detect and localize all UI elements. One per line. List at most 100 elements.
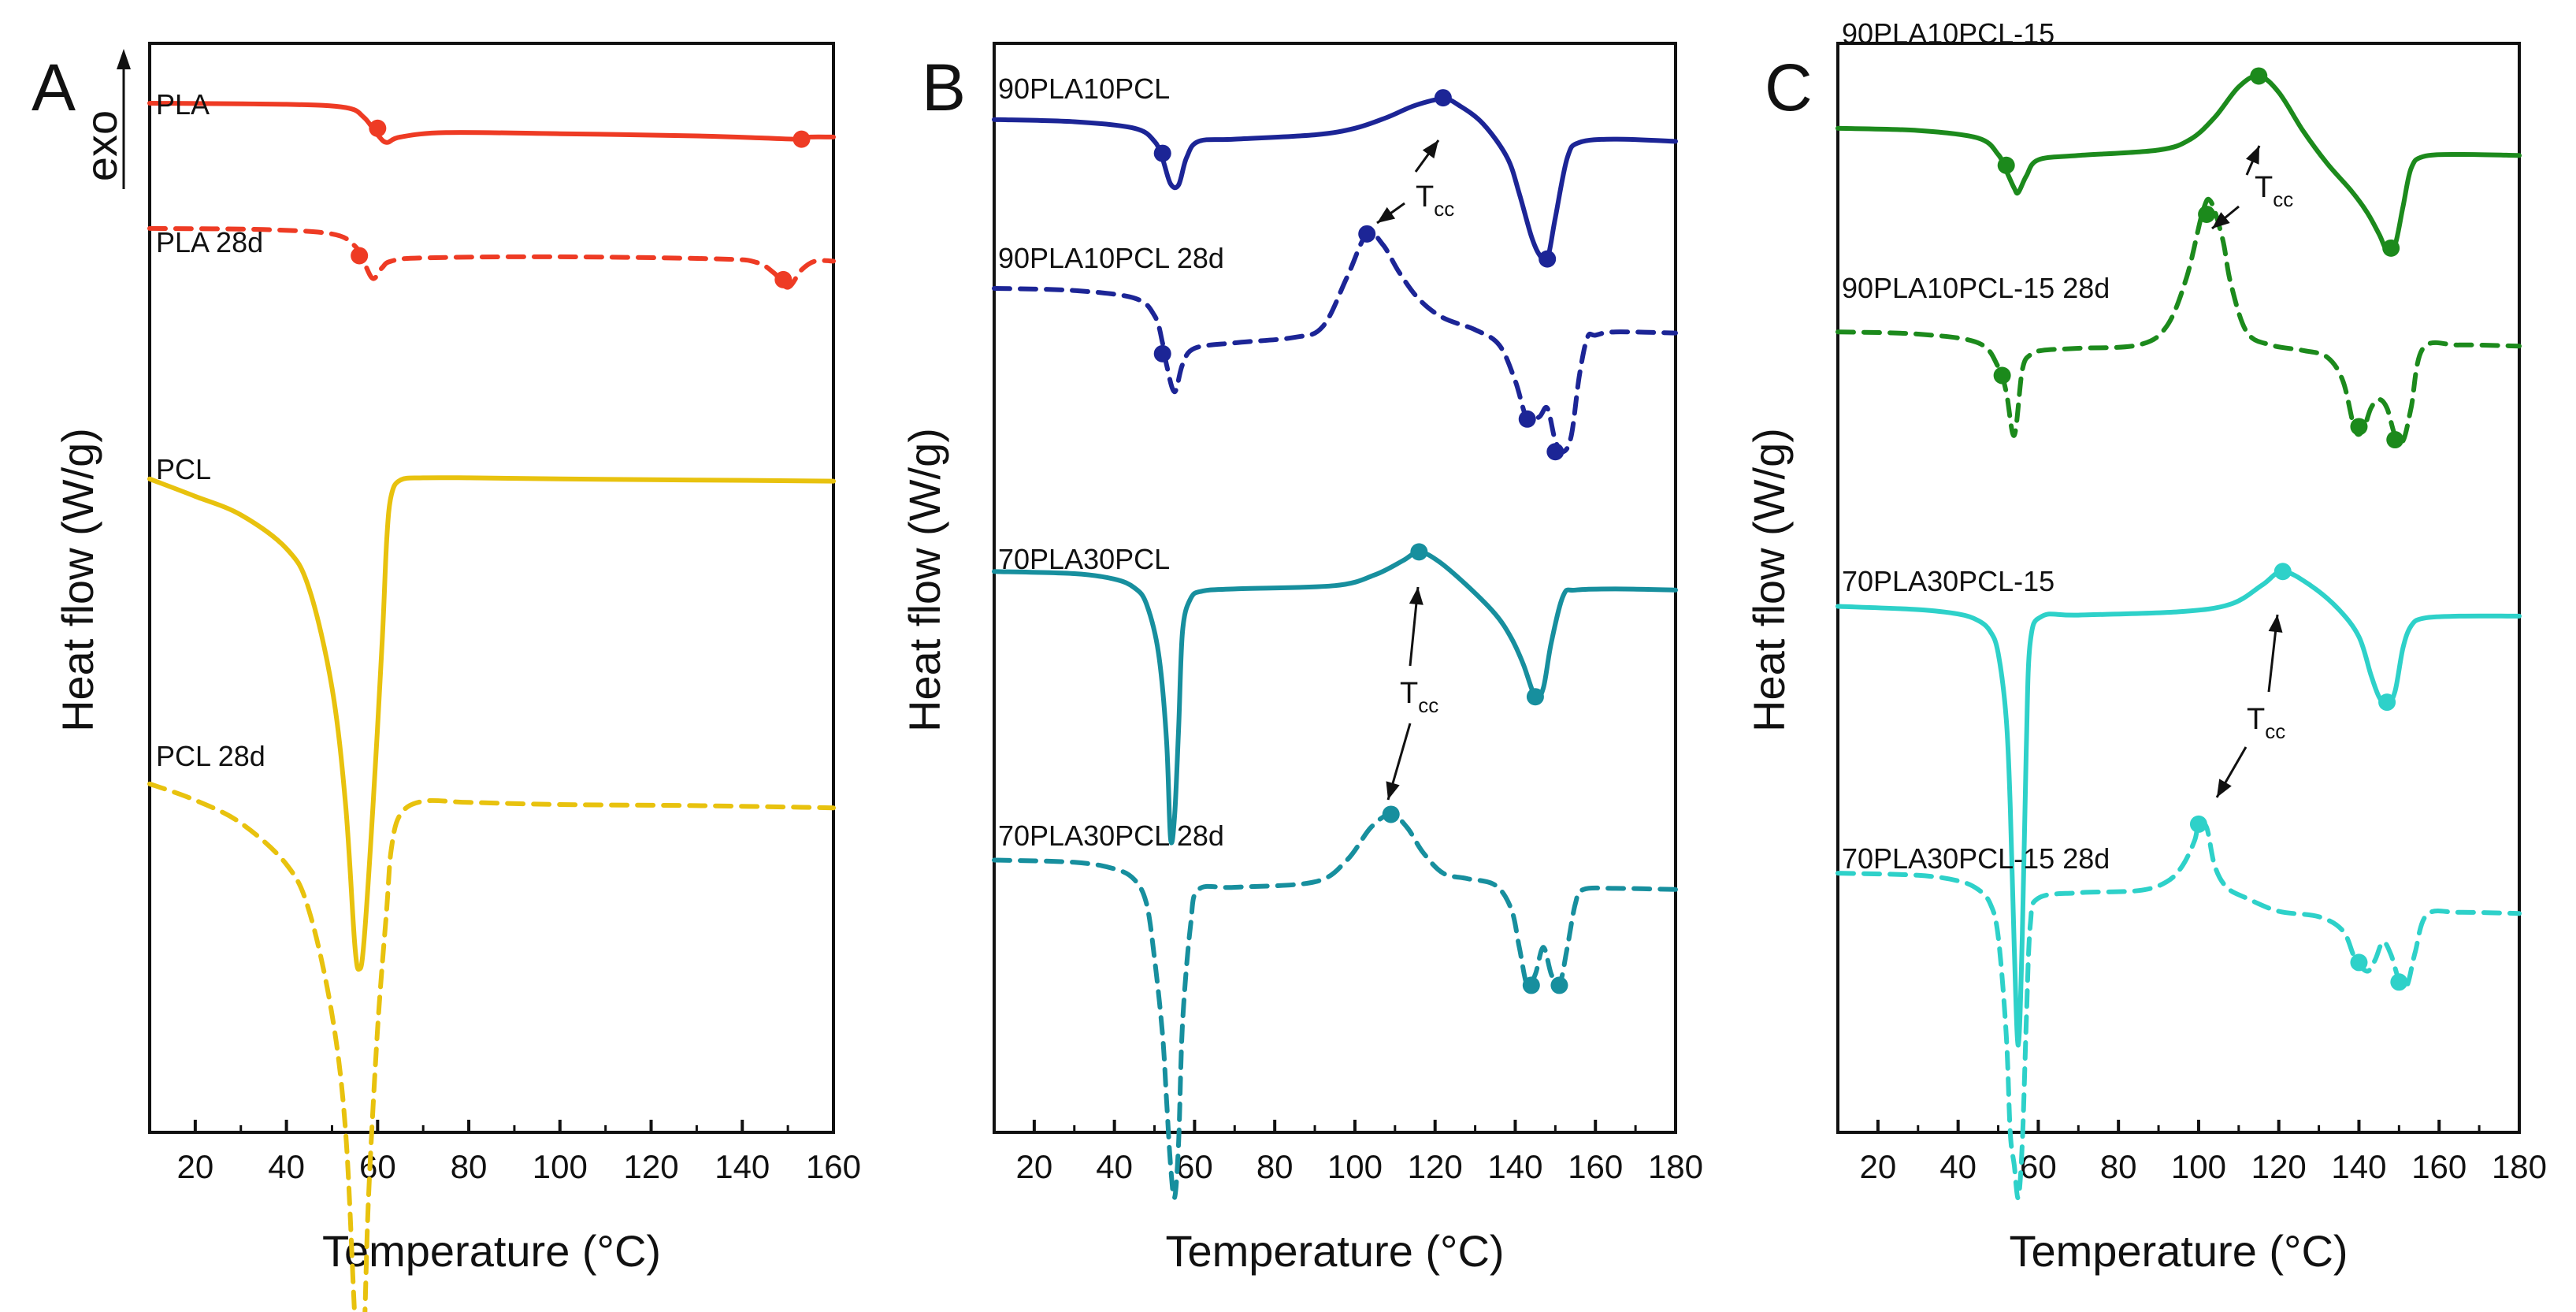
- exo-label: exo: [76, 110, 126, 181]
- series-marker: [1546, 443, 1565, 461]
- series-marker: [2378, 693, 2396, 712]
- series-line: [147, 225, 836, 290]
- y-axis-label: Heat flow (W/g): [900, 428, 949, 732]
- series-label: 70PLA30PCL: [998, 543, 1170, 575]
- series-marker: [1526, 688, 1544, 706]
- x-tick-label: 40: [1096, 1148, 1133, 1185]
- x-tick-label: 60: [359, 1148, 396, 1185]
- tcc-arrow-head: [2212, 212, 2230, 229]
- panel-b: 20 40 60 80 100 120 140 160 180 Temperature (°C) H…: [900, 42, 1703, 1276]
- series-marker: [351, 247, 369, 265]
- tcc-arrow-head: [1422, 140, 1438, 159]
- series-line: [1835, 569, 2522, 1048]
- series-label: 70PLA30PCL-15 28d: [1842, 842, 2110, 875]
- x-tick-label: 80: [451, 1148, 488, 1185]
- x-tick-label: 120: [623, 1148, 678, 1185]
- x-tick-label: 40: [268, 1148, 305, 1185]
- tcc-annotation: Tcc: [1400, 677, 1438, 717]
- y-axis-label: Heat flow (W/g): [1744, 428, 1794, 732]
- x-tick-label: 60: [2020, 1148, 2057, 1185]
- series-marker: [2350, 418, 2368, 436]
- series-marker: [1518, 410, 1536, 428]
- x-tick-label: 140: [1487, 1148, 1542, 1185]
- x-axis-label: Temperature (°C): [1165, 1226, 1504, 1276]
- x-tick-label: 60: [1176, 1148, 1213, 1185]
- series-label: 90PLA10PCL-15 28d: [1842, 272, 2110, 304]
- series-line: [1835, 73, 2522, 254]
- series-line: [992, 812, 1678, 1201]
- tcc-arrow-head: [1409, 587, 1423, 605]
- x-tick-label: 80: [1256, 1148, 1294, 1185]
- x-tick-label: 140: [2331, 1148, 2386, 1185]
- panel-a: 20 40 60 80 100 120 140 160 Temperature (°C) Heat…: [32, 42, 861, 1312]
- series-marker: [1550, 976, 1568, 994]
- plot-frame: [148, 42, 835, 1134]
- series-line: [992, 229, 1678, 455]
- tcc-annotation: Tcc: [1416, 180, 1454, 221]
- series-label: 70PLA30PCL 28d: [998, 820, 1224, 852]
- tcc-annotation: Tcc: [2255, 171, 2293, 211]
- series-label: PLA 28d: [156, 226, 263, 258]
- tcc-arrow-head: [2217, 779, 2232, 797]
- series-label: 90PLA10PCL-15: [1842, 17, 2054, 50]
- panel-c: 20 40 60 80 100 120 140 160 180 Temperature (°C) H…: [1744, 17, 2547, 1276]
- series-line: [147, 101, 836, 145]
- x-tick-label: 120: [2251, 1148, 2307, 1185]
- x-axis-label: Temperature (°C): [322, 1226, 661, 1276]
- series-line: [147, 475, 836, 972]
- y-axis-label: Heat flow (W/g): [53, 428, 102, 732]
- tcc-arrow-head: [2246, 146, 2259, 165]
- series-label: 70PLA30PCL-15: [1842, 565, 2054, 597]
- series-label: 90PLA10PCL: [998, 72, 1170, 105]
- series-label: PCL 28d: [156, 740, 265, 772]
- x-tick-label: 160: [1568, 1148, 1623, 1185]
- series-marker: [1358, 225, 1376, 243]
- series-line: [1835, 196, 2522, 445]
- x-tick-label: 20: [1860, 1148, 1897, 1185]
- series-marker: [1410, 543, 1428, 561]
- series-line: [992, 96, 1678, 264]
- panel-letter: B: [922, 50, 966, 125]
- series-marker: [792, 130, 811, 148]
- series-marker: [2382, 239, 2400, 257]
- series-marker: [2273, 563, 2292, 581]
- series-marker: [1539, 250, 1557, 268]
- x-tick-label: 100: [2171, 1148, 2226, 1185]
- x-tick-label: 160: [806, 1148, 861, 1185]
- x-tick-label: 160: [2411, 1148, 2467, 1185]
- x-tick-label: 20: [1016, 1148, 1053, 1185]
- panel-letter: A: [32, 50, 76, 125]
- series-marker: [2386, 431, 2404, 449]
- series-marker: [2189, 815, 2207, 833]
- series-line: [1835, 820, 2522, 1201]
- tcc-arrow-head: [1386, 781, 1400, 800]
- tcc-annotation: Tcc: [2247, 703, 2285, 743]
- x-tick-label: 40: [1939, 1148, 1977, 1185]
- series-marker: [1997, 156, 2015, 174]
- series-marker: [2350, 953, 2368, 972]
- tcc-arrow-head: [2268, 615, 2283, 633]
- series-marker: [1993, 366, 2011, 385]
- x-tick-label: 20: [177, 1148, 214, 1185]
- x-tick-label: 100: [533, 1148, 588, 1185]
- series-marker: [1382, 805, 1400, 823]
- x-tick-label: 180: [1648, 1148, 1703, 1185]
- x-tick-label: 100: [1327, 1148, 1383, 1185]
- exo-arrow-head: [117, 49, 131, 69]
- series-marker: [774, 270, 792, 288]
- series-label: PLA: [156, 88, 210, 121]
- series-label: PCL: [156, 453, 211, 485]
- x-tick-label: 180: [2492, 1148, 2547, 1185]
- series-label: 90PLA10PCL 28d: [998, 242, 1224, 274]
- series-marker: [1434, 89, 1452, 107]
- tcc-arrow-head: [1377, 206, 1396, 223]
- series-marker: [2198, 205, 2216, 223]
- series-marker: [2250, 67, 2268, 85]
- series-line: [992, 549, 1678, 846]
- x-tick-label: 140: [715, 1148, 770, 1185]
- x-axis-label: Temperature (°C): [2009, 1226, 2348, 1276]
- series-marker: [2390, 973, 2408, 991]
- series-line: [147, 781, 836, 1312]
- series-marker: [1153, 344, 1171, 362]
